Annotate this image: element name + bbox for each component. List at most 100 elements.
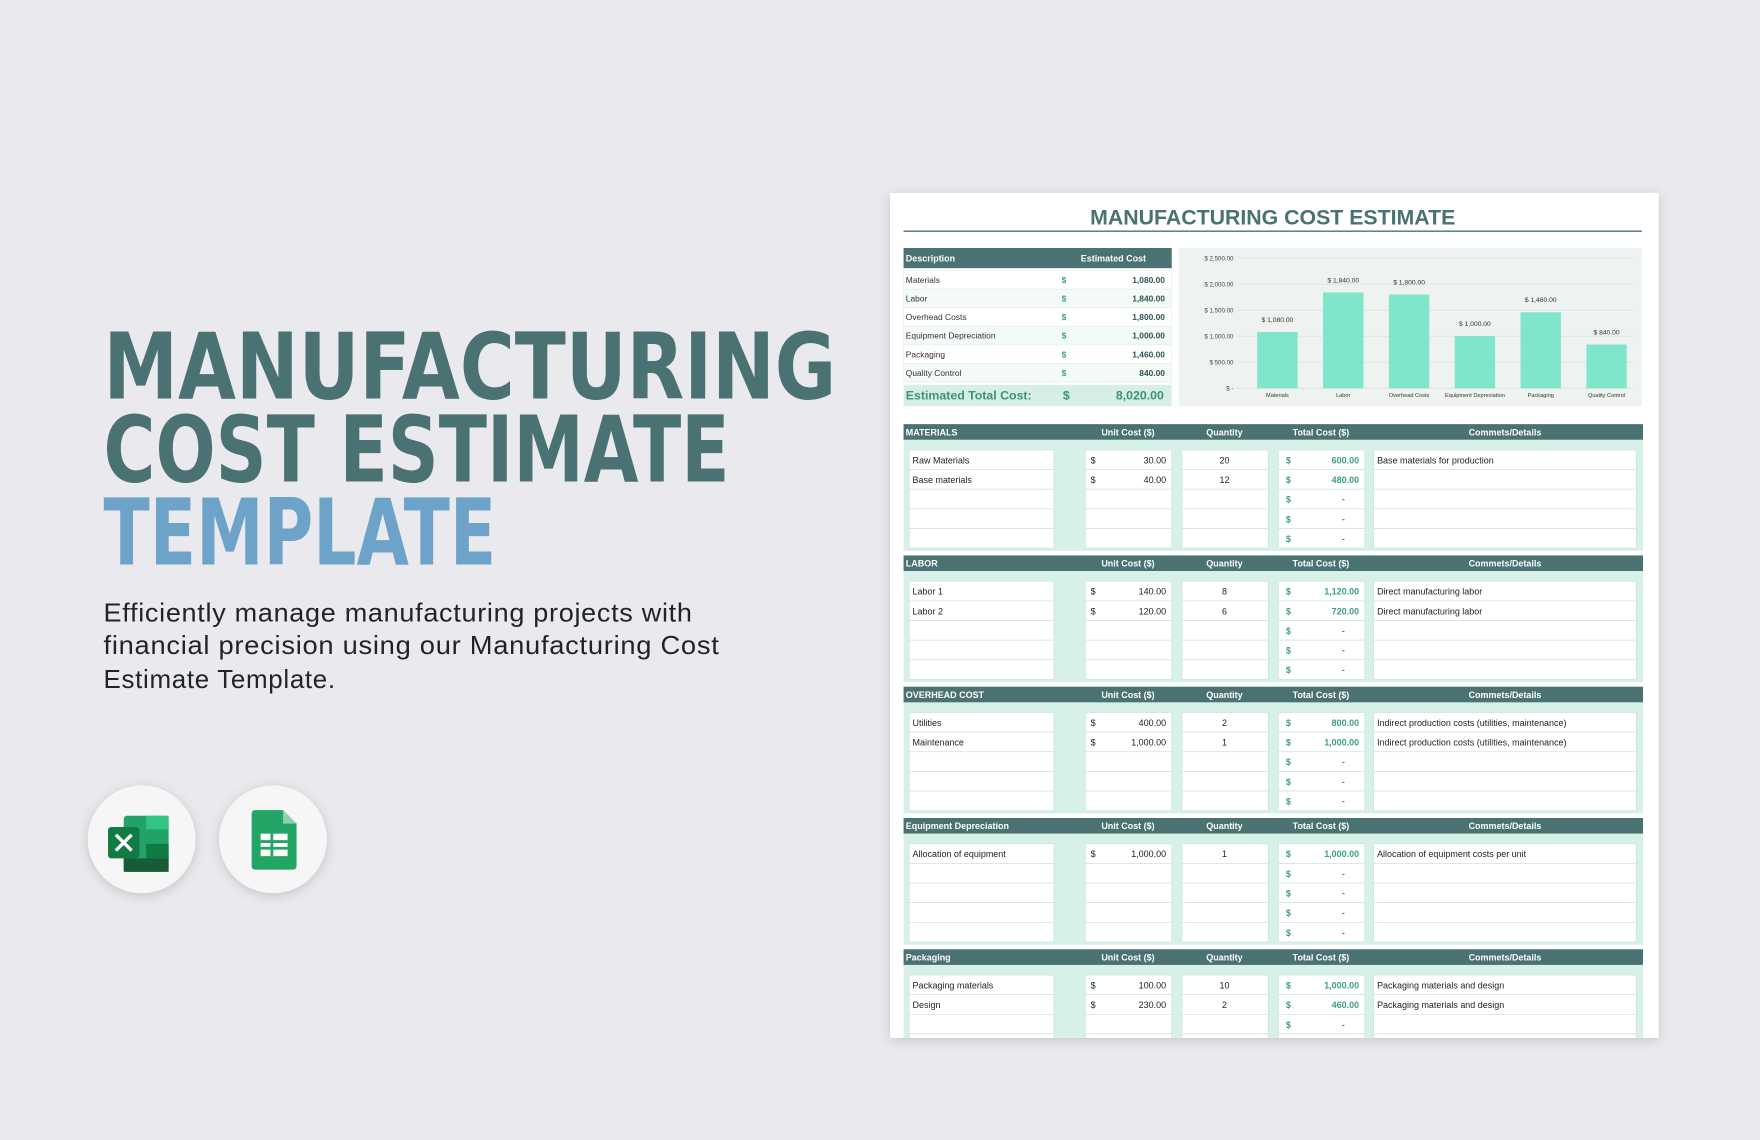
currency: $ bbox=[1286, 514, 1291, 524]
summary-total-row bbox=[903, 384, 1172, 407]
currency: $ bbox=[1286, 475, 1291, 485]
cell bbox=[908, 488, 1055, 510]
blank-total: - bbox=[1342, 665, 1345, 675]
y-tick-label: $ 500.00 bbox=[1209, 359, 1234, 366]
cell bbox=[908, 863, 1055, 884]
summary-value: 1,840.00 bbox=[1132, 293, 1165, 303]
section-header bbox=[903, 817, 1643, 834]
currency: $ bbox=[1286, 757, 1291, 767]
summary-header bbox=[903, 247, 1172, 269]
column-header: Quantity bbox=[1206, 821, 1242, 831]
column-header: Total Cost ($) bbox=[1293, 559, 1350, 569]
cell bbox=[1277, 659, 1366, 680]
cell bbox=[1181, 659, 1269, 680]
cell bbox=[1084, 882, 1173, 904]
blank-total: - bbox=[1342, 757, 1345, 767]
cell bbox=[1277, 488, 1366, 510]
item: Packaging materials bbox=[913, 981, 994, 991]
unit-cost: 1,000.00 bbox=[1131, 849, 1166, 859]
currency: $ bbox=[1091, 738, 1096, 748]
cell bbox=[1373, 488, 1637, 510]
summary-header-label: Estimated Cost bbox=[1081, 253, 1146, 263]
summary-value: 1,000.00 bbox=[1132, 331, 1165, 341]
section-name: OVERHEAD COST bbox=[906, 690, 985, 700]
cell bbox=[1373, 639, 1637, 661]
currency: $ bbox=[1286, 777, 1291, 787]
section-header bbox=[903, 686, 1643, 703]
column-header: Commets/Details bbox=[1469, 427, 1542, 437]
currency: $ bbox=[1091, 1000, 1096, 1010]
cell bbox=[1373, 620, 1637, 641]
comment: Packaging materials and design bbox=[1377, 981, 1504, 991]
total-cost: 1,000.00 bbox=[1324, 738, 1359, 748]
cell bbox=[1084, 863, 1173, 884]
cell bbox=[1277, 771, 1366, 792]
cell bbox=[1181, 1033, 1269, 1038]
summary-total-label: Estimated Total Cost: bbox=[906, 388, 1032, 402]
unit-cost: 140.00 bbox=[1139, 587, 1166, 597]
column-header: Unit Cost ($) bbox=[1101, 559, 1154, 569]
column-header: Total Cost ($) bbox=[1293, 952, 1350, 962]
quantity: 10 bbox=[1219, 981, 1229, 991]
cell bbox=[1373, 771, 1637, 792]
item: Utilities bbox=[913, 718, 942, 728]
cell bbox=[1084, 921, 1173, 943]
blank-total: - bbox=[1342, 797, 1345, 807]
sheet: MANUFACTURING COST ESTIMATE Description … bbox=[903, 205, 1643, 1038]
currency: $ bbox=[1062, 275, 1067, 285]
cell bbox=[1277, 528, 1366, 549]
currency: $ bbox=[1286, 928, 1291, 938]
section-header bbox=[903, 949, 1643, 965]
column-header: Commets/Details bbox=[1469, 821, 1542, 831]
currency: $ bbox=[1286, 849, 1291, 859]
hero-title-line: MANUFACTURING bbox=[104, 313, 837, 420]
cell bbox=[1084, 620, 1173, 641]
summary-value: 1,080.00 bbox=[1132, 275, 1165, 285]
cell bbox=[908, 921, 1055, 943]
cell bbox=[1277, 921, 1366, 943]
x-tick-label: Materials bbox=[1266, 393, 1289, 399]
currency: $ bbox=[1062, 368, 1067, 378]
y-tick-label: $ 2,000.00 bbox=[1204, 281, 1234, 288]
quantity: 2 bbox=[1222, 718, 1227, 728]
quantity: 12 bbox=[1219, 475, 1229, 485]
column-header: Unit Cost ($) bbox=[1101, 821, 1154, 831]
cell bbox=[1373, 863, 1637, 884]
value-label: $ 1,000.00 bbox=[1459, 321, 1491, 328]
column-header: Total Cost ($) bbox=[1293, 690, 1350, 700]
item: Design bbox=[913, 1000, 941, 1010]
excel-icon[interactable] bbox=[87, 785, 196, 894]
bar bbox=[1388, 294, 1430, 389]
quantity: 2 bbox=[1222, 1000, 1227, 1010]
quantity: 1 bbox=[1222, 738, 1227, 748]
quantity: 20 bbox=[1219, 455, 1229, 465]
cell bbox=[1084, 771, 1173, 792]
cell bbox=[1373, 469, 1637, 490]
cell bbox=[1277, 639, 1366, 661]
value-label: $ 840.00 bbox=[1593, 329, 1619, 336]
cell bbox=[908, 771, 1055, 792]
blank-total: - bbox=[1342, 1020, 1345, 1030]
currency: $ bbox=[1091, 981, 1096, 991]
x-tick-label: Quality Control bbox=[1588, 393, 1625, 399]
quantity: 6 bbox=[1222, 606, 1227, 616]
cell bbox=[1277, 863, 1366, 884]
column-header: Commets/Details bbox=[1469, 952, 1542, 962]
total-cost: 1,000.00 bbox=[1324, 849, 1359, 859]
currency: $ bbox=[1062, 349, 1067, 359]
value-label: $ 1,840.00 bbox=[1327, 277, 1359, 284]
cell bbox=[908, 639, 1055, 661]
cell bbox=[908, 528, 1055, 549]
y-tick-label: $ 1,000.00 bbox=[1204, 333, 1234, 340]
sheets-icon[interactable] bbox=[219, 785, 327, 894]
column-header: Unit Cost ($) bbox=[1101, 952, 1154, 962]
unit-cost: 40.00 bbox=[1144, 475, 1166, 485]
value-label: $ 1,080.00 bbox=[1262, 317, 1294, 324]
comment: Indirect production costs (utilities, ma… bbox=[1377, 738, 1566, 748]
cell bbox=[908, 1033, 1055, 1038]
unit-cost: 100.00 bbox=[1139, 981, 1166, 991]
column-header: Quantity bbox=[1206, 952, 1242, 962]
currency: $ bbox=[1286, 534, 1291, 544]
